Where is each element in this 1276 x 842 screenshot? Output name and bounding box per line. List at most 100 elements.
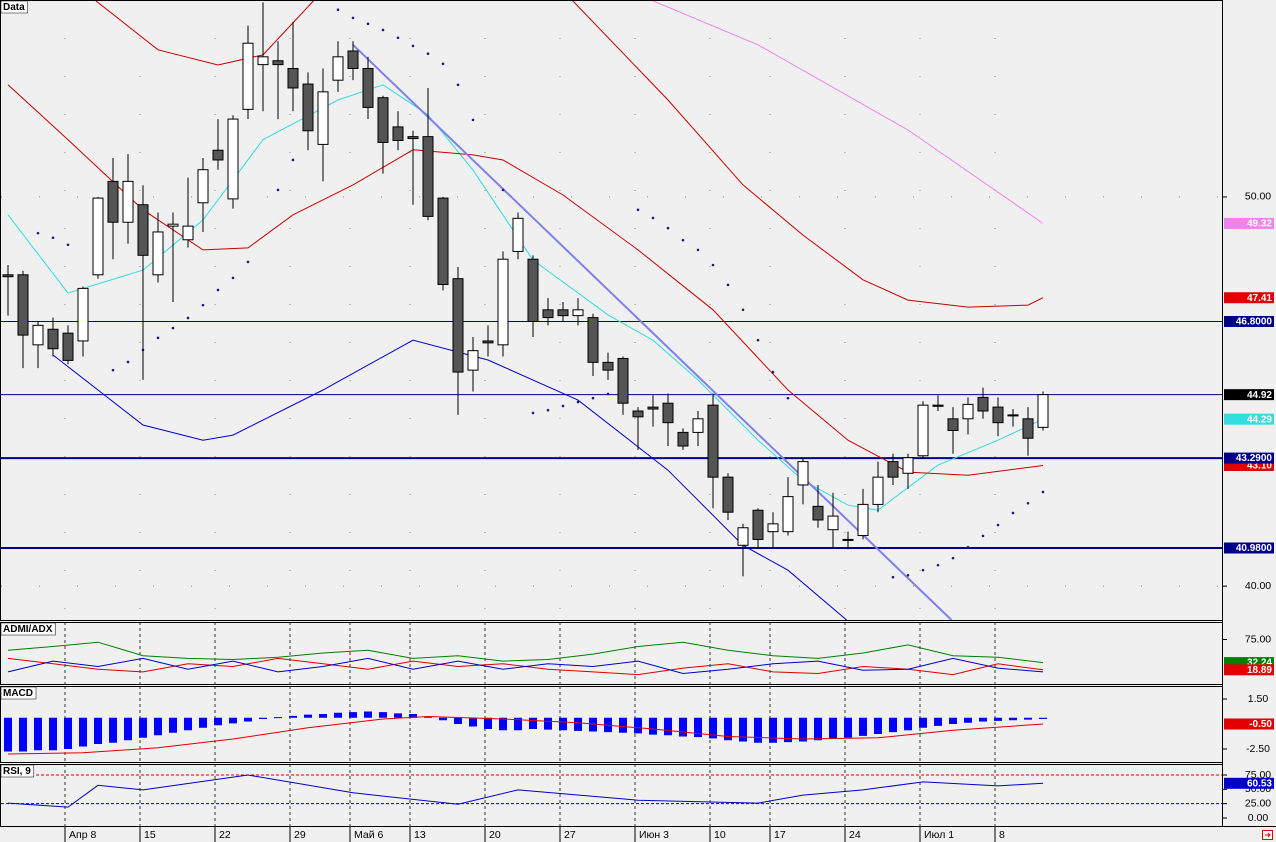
candle-body — [272, 60, 284, 66]
candle-body — [107, 180, 119, 223]
candle-body — [482, 340, 494, 344]
candle-body — [317, 91, 329, 145]
panel-title-box — [0, 764, 35, 778]
x-tick-label: 22 — [219, 829, 231, 841]
x-tick-label: 10 — [714, 829, 726, 841]
sar-dot — [396, 36, 400, 40]
price-label-box — [1224, 718, 1274, 730]
x-tick-label: 17 — [774, 829, 786, 841]
macd-bar — [949, 717, 957, 724]
macd-bar — [529, 717, 537, 729]
x-tick-label: Май 6 — [354, 829, 383, 841]
sar-dot — [411, 44, 415, 48]
panel-title: RSI, 9 — [3, 766, 31, 777]
candle-body — [812, 505, 824, 521]
indicator-line — [7, 774, 1044, 808]
macd-bar — [139, 717, 147, 738]
sar-dot — [111, 368, 115, 372]
panel-plot — [1, 1, 1222, 620]
candle-body — [32, 324, 44, 346]
price-label-box — [1224, 389, 1274, 401]
corner-icon — [1265, 832, 1271, 838]
candle-body — [947, 418, 959, 431]
candle-body — [902, 457, 914, 474]
macd-bar — [469, 717, 477, 727]
candle-body — [437, 197, 449, 286]
y-tick-label: 25.00 — [1245, 797, 1271, 809]
macd-bar — [274, 717, 282, 719]
macd-bar — [379, 712, 387, 718]
macd-bar — [859, 717, 867, 736]
price-label-box — [1224, 292, 1274, 304]
macd-bar — [649, 717, 657, 735]
price-label-box — [1224, 657, 1274, 669]
candle-body — [737, 527, 749, 546]
macd-bar — [994, 717, 1002, 721]
indicator-line — [7, 657, 1044, 675]
indicator-line — [7, 641, 1044, 664]
macd-bar — [184, 717, 192, 731]
macd-bar — [424, 716, 432, 718]
candle-body — [527, 258, 539, 322]
price-label: 60.53 — [1247, 778, 1272, 789]
y-tick-label: 50.00 — [1245, 191, 1271, 203]
macd-bar — [919, 717, 927, 728]
sar-dot — [381, 28, 385, 32]
candle-body — [452, 278, 464, 373]
panel-title: ADMI/ADX — [3, 624, 53, 635]
y-tick-label: 75.00 — [1245, 633, 1271, 645]
macd-bar — [1039, 717, 1047, 719]
indicator-line — [652, 1, 1044, 224]
candle-body — [212, 149, 224, 161]
adx-panel — [0, 622, 1223, 685]
price-label-box — [1224, 315, 1274, 327]
candle-body — [62, 332, 74, 361]
sar-dot — [231, 276, 235, 280]
macd-bar — [409, 714, 417, 718]
sar-dot — [561, 404, 565, 408]
macd-bar — [904, 717, 912, 731]
candle-body — [302, 83, 314, 132]
sar-dot — [186, 316, 190, 320]
macd-bar — [289, 715, 297, 718]
sar-dot — [966, 545, 970, 549]
x-tick-label: 29 — [294, 829, 306, 841]
price-label-box — [1224, 459, 1274, 471]
sar-dot — [471, 118, 475, 122]
sar-dot — [906, 573, 910, 577]
macd-bar — [244, 717, 252, 722]
sar-dot — [1026, 501, 1030, 505]
sar-dot — [66, 243, 70, 247]
macd-bar — [934, 717, 942, 726]
macd-bar — [799, 717, 807, 742]
macd-bar — [574, 717, 582, 731]
candle-body — [797, 461, 809, 486]
candle-body — [722, 476, 734, 513]
macd-bar — [319, 714, 327, 718]
macd-bar — [754, 717, 762, 743]
macd-bar — [49, 717, 57, 751]
x-tick-label: 8 — [999, 829, 1005, 841]
candle-body — [557, 309, 569, 317]
candle-body — [92, 197, 104, 276]
panel-plot — [7, 623, 1044, 685]
sar-dot — [576, 400, 580, 404]
sar-dot — [276, 188, 280, 192]
x-tick-label: 15 — [144, 829, 156, 841]
y-tick-label: 40.00 — [1245, 580, 1271, 592]
macd-bar — [124, 717, 132, 741]
macd-bar — [454, 717, 462, 724]
price-label: 44.92 — [1247, 390, 1272, 401]
price-label-box — [1224, 664, 1274, 676]
sar-dot — [51, 236, 55, 240]
candle-body — [197, 169, 209, 204]
candle-body — [752, 509, 764, 540]
sar-dot — [156, 336, 160, 340]
sar-dot — [36, 231, 40, 235]
macd-bar — [154, 717, 162, 736]
candle-body — [122, 180, 134, 223]
sar-dot — [351, 16, 355, 20]
price-label: 49.32 — [1247, 219, 1272, 230]
macd-bar — [844, 717, 852, 738]
